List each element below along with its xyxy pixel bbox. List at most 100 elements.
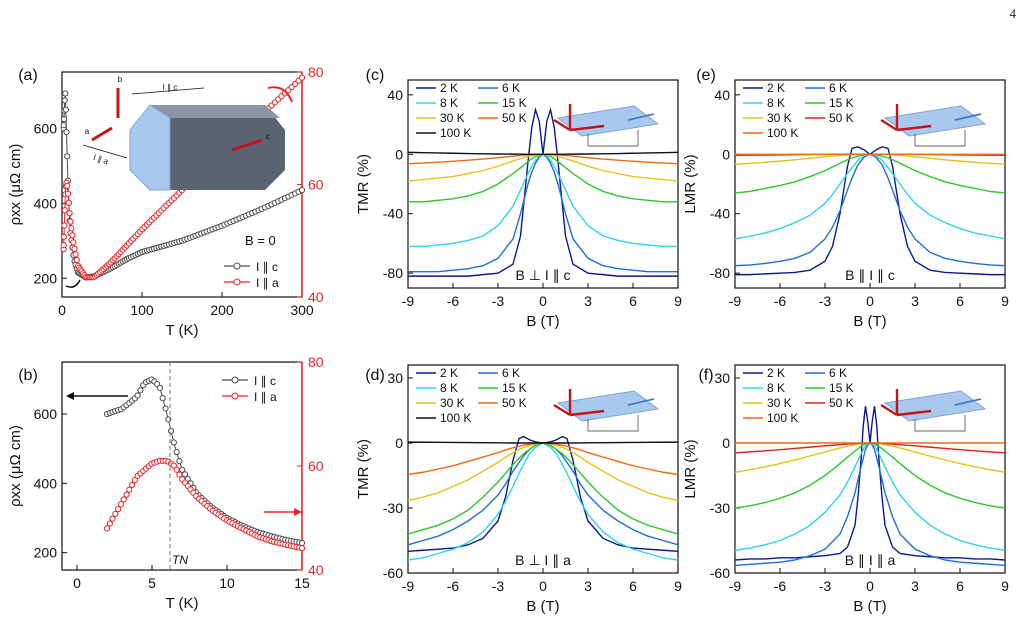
legend-label: 50 K xyxy=(502,111,527,125)
data-point-Ic xyxy=(170,439,177,446)
legend-label: 8 K xyxy=(767,96,785,110)
axis-c-label: c xyxy=(266,132,270,141)
axis-a-label: a xyxy=(85,127,90,136)
series-line-100K xyxy=(407,151,679,155)
x-tick-label: -3 xyxy=(819,293,832,309)
data-point-Ia xyxy=(126,486,133,493)
data-point-Ia xyxy=(71,245,78,252)
y-axis-label: ρxx (μΩ cm) xyxy=(7,425,24,507)
y-tick-label: 30 xyxy=(387,370,403,386)
axis-arrow xyxy=(880,118,898,132)
series-line-6K xyxy=(734,442,1006,567)
current-arrow xyxy=(82,144,128,159)
x-tick-label: 3 xyxy=(584,293,592,309)
x-tick-label: -9 xyxy=(402,578,415,594)
data-point-Ia xyxy=(115,505,122,513)
data-point-Ic xyxy=(173,449,180,456)
y-tick-label: 600 xyxy=(34,120,58,136)
panel-e: -9 -6 -3 0 3 6 9 -80 -40 0 40 (e) B (T) LMR (%) 2 K 6 K… xyxy=(682,67,1009,330)
x-tick-label: -3 xyxy=(492,293,505,309)
x-tick-label: 10 xyxy=(219,575,235,591)
y2-tick-label: 40 xyxy=(308,562,324,578)
circuit-line xyxy=(914,130,966,147)
data-point-Ia xyxy=(112,510,119,518)
axis-arrow xyxy=(880,403,898,417)
x-tick-label: 0 xyxy=(58,302,66,318)
series-line-30K xyxy=(734,442,1006,473)
data-point-Ic xyxy=(167,427,175,435)
series-line-6K xyxy=(407,442,679,546)
data-point-Ic xyxy=(60,115,68,123)
legend-label: 2 K xyxy=(767,81,785,95)
sample-sketch xyxy=(553,389,660,432)
field-arrow xyxy=(627,398,655,406)
legend-label: I ∥ c xyxy=(254,374,276,388)
data-point-Ia xyxy=(72,251,79,258)
x-tick-label: 9 xyxy=(1001,293,1009,309)
x-tick-label: 3 xyxy=(584,578,592,594)
configuration-label: B ∥ I ∥ a xyxy=(845,552,896,568)
legend-marker xyxy=(231,392,239,400)
legend-label: 6 K xyxy=(829,81,847,95)
field-arrow xyxy=(627,113,655,121)
y-tick-label: 0 xyxy=(395,435,403,451)
panel-label: (e) xyxy=(696,67,716,84)
legend-label: I ∥ c xyxy=(256,260,278,274)
y-axis-label: LMR (%) xyxy=(682,154,699,213)
data-point-Ia xyxy=(117,501,125,508)
panel-label: (b) xyxy=(18,367,38,384)
data-point-Ic xyxy=(61,97,68,104)
x-tick-label: -9 xyxy=(729,293,742,309)
data-point-Ia xyxy=(106,520,113,527)
legend-label: 50 K xyxy=(829,111,854,125)
configuration-label: B ∥ I ∥ c xyxy=(845,267,895,283)
legend-label: 50 K xyxy=(829,396,854,410)
x-tick-label: 6 xyxy=(629,578,637,594)
y-tick-label: -60 xyxy=(710,565,730,581)
data-point-Ia xyxy=(103,525,111,532)
x-tick-label: 9 xyxy=(674,578,682,594)
legend-label: 30 K xyxy=(767,111,792,125)
y-tick-label: -40 xyxy=(710,206,730,222)
series-line-100K xyxy=(407,441,679,444)
data-point-Ia xyxy=(120,496,127,503)
y-axis-label: ρxx (μΩ cm) xyxy=(7,144,24,226)
data-point-Ia xyxy=(68,225,75,232)
axis-arrow xyxy=(569,124,605,132)
data-point-Ic xyxy=(63,129,70,136)
x-tick-label: -3 xyxy=(819,578,832,594)
data-point-Ia xyxy=(69,232,76,239)
y2-tick-label: 40 xyxy=(308,289,324,305)
data-point-Ic xyxy=(156,384,164,391)
legend-label: 100 K xyxy=(440,411,471,425)
y-tick-label: 400 xyxy=(34,195,58,211)
axis-arrow xyxy=(896,124,932,132)
data-point-Ia xyxy=(128,481,136,489)
data-point-Ia xyxy=(170,462,177,469)
legend-label: 6 K xyxy=(502,81,520,95)
x-tick-label: 3 xyxy=(911,578,919,594)
legend-label: 100 K xyxy=(767,126,798,140)
series-line-8K xyxy=(408,153,678,248)
sample-slab xyxy=(556,105,660,137)
legend-label: 6 K xyxy=(829,366,847,380)
legend-label: 6 K xyxy=(502,366,520,380)
x-tick-label: -6 xyxy=(447,293,460,309)
y-tick-label: 600 xyxy=(34,406,58,422)
circuit-line xyxy=(587,130,639,147)
axis-b-label: b xyxy=(118,75,123,84)
data-point-Ic xyxy=(298,187,306,194)
data-point-Ia xyxy=(131,477,138,484)
data-point-Ia xyxy=(73,256,80,264)
legend-label: 2 K xyxy=(440,366,458,380)
x-axis-label: B (T) xyxy=(853,313,886,330)
x-tick-label: 0 xyxy=(866,578,874,594)
y-tick-label: 200 xyxy=(34,545,58,561)
x-tick-label: 9 xyxy=(674,293,682,309)
x-tick-label: -3 xyxy=(492,578,505,594)
left-axis-arrow xyxy=(65,279,81,288)
page-number: 4 xyxy=(1009,6,1017,21)
sample-sketch xyxy=(880,104,987,147)
legend-label: 30 K xyxy=(440,396,465,410)
panel-label: (a) xyxy=(18,67,38,84)
